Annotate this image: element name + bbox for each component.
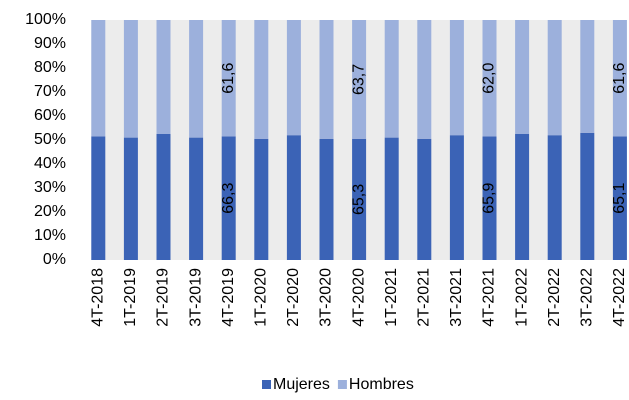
y-tick-label: 0% bbox=[43, 251, 66, 268]
bar-segment bbox=[91, 20, 106, 137]
legend-label: Mujeres bbox=[273, 376, 330, 393]
bar-segment bbox=[515, 20, 530, 134]
y-tick-label: 30% bbox=[34, 179, 66, 196]
bar-segment bbox=[580, 132, 595, 260]
bar-segment bbox=[286, 135, 301, 260]
bar-segment bbox=[417, 20, 432, 139]
x-tick-label: 3T-2019 bbox=[187, 268, 204, 327]
x-tick-label: 4T-2020 bbox=[350, 268, 367, 327]
x-tick-label: 1T-2019 bbox=[122, 268, 139, 327]
bar-annotation: 63,7 bbox=[350, 64, 367, 95]
y-tick-label: 70% bbox=[34, 83, 66, 100]
bar-segment bbox=[449, 20, 464, 136]
bar-annotation: 65,9 bbox=[481, 183, 498, 214]
bar-segment bbox=[286, 20, 301, 136]
bar-segment bbox=[612, 20, 627, 137]
x-tick-label: 1T-2022 bbox=[513, 268, 530, 327]
bar-segment bbox=[221, 20, 236, 137]
y-tick-label: 90% bbox=[34, 35, 66, 52]
x-tick-label: 2T-2019 bbox=[155, 268, 172, 327]
bar-segment bbox=[352, 138, 367, 260]
bar-annotation: 65,1 bbox=[611, 183, 628, 214]
bar-segment bbox=[254, 138, 269, 260]
legend-swatch bbox=[262, 380, 271, 389]
bar-annotation: 66,3 bbox=[220, 183, 237, 214]
x-tick-label: 1T-2020 bbox=[253, 268, 270, 327]
bar-segment bbox=[515, 134, 530, 260]
bar-segment bbox=[123, 137, 138, 260]
x-tick-label: 2T-2021 bbox=[416, 268, 433, 327]
x-tick-label: 4T-2022 bbox=[611, 268, 628, 327]
x-tick-label: 4T-2019 bbox=[220, 268, 237, 327]
bar-segment bbox=[384, 137, 399, 260]
bar-segment bbox=[156, 134, 171, 260]
bar-annotation: 65,3 bbox=[350, 184, 367, 215]
bar-segment bbox=[156, 20, 171, 134]
bar-segment bbox=[189, 137, 204, 260]
x-tick-label: 4T-2021 bbox=[481, 268, 498, 327]
y-tick-label: 100% bbox=[25, 11, 66, 28]
bar-annotation: 61,6 bbox=[220, 63, 237, 94]
bar-segment bbox=[417, 138, 432, 260]
bar-segment bbox=[547, 20, 562, 136]
bar-segment bbox=[482, 20, 497, 137]
bar-segment bbox=[189, 20, 204, 138]
x-tick-label: 3T-2021 bbox=[448, 268, 465, 327]
bar-annotation: 61,6 bbox=[611, 63, 628, 94]
y-tick-label: 60% bbox=[34, 107, 66, 124]
bar-segment bbox=[254, 20, 269, 139]
y-tick-label: 40% bbox=[34, 155, 66, 172]
x-tick-label: 2T-2022 bbox=[546, 268, 563, 327]
bar-segment bbox=[123, 20, 138, 138]
legend-swatch bbox=[337, 380, 347, 389]
bar-segment bbox=[449, 135, 464, 260]
bar-segment bbox=[91, 136, 106, 260]
bar-segment bbox=[612, 136, 627, 260]
bar-segment bbox=[580, 20, 595, 133]
y-tick-label: 10% bbox=[34, 227, 66, 244]
bar-segment bbox=[384, 20, 399, 138]
bar-segment bbox=[482, 136, 497, 260]
x-tick-label: 1T-2021 bbox=[383, 268, 400, 327]
x-tick-label: 2T-2020 bbox=[285, 268, 302, 327]
bar-segment bbox=[547, 135, 562, 260]
y-tick-label: 20% bbox=[34, 203, 66, 220]
bar-segment bbox=[319, 138, 334, 260]
bar-segment bbox=[352, 20, 367, 139]
bar-segment bbox=[221, 136, 236, 260]
x-tick-label: 3T-2022 bbox=[579, 268, 596, 327]
y-tick-label: 80% bbox=[34, 59, 66, 76]
legend-label: Hombres bbox=[349, 376, 414, 393]
x-tick-label: 4T-2018 bbox=[90, 268, 107, 327]
bar-segment bbox=[319, 20, 334, 139]
bar-annotation: 62,0 bbox=[481, 63, 498, 94]
y-tick-label: 50% bbox=[34, 131, 66, 148]
x-tick-label: 3T-2020 bbox=[318, 268, 335, 327]
